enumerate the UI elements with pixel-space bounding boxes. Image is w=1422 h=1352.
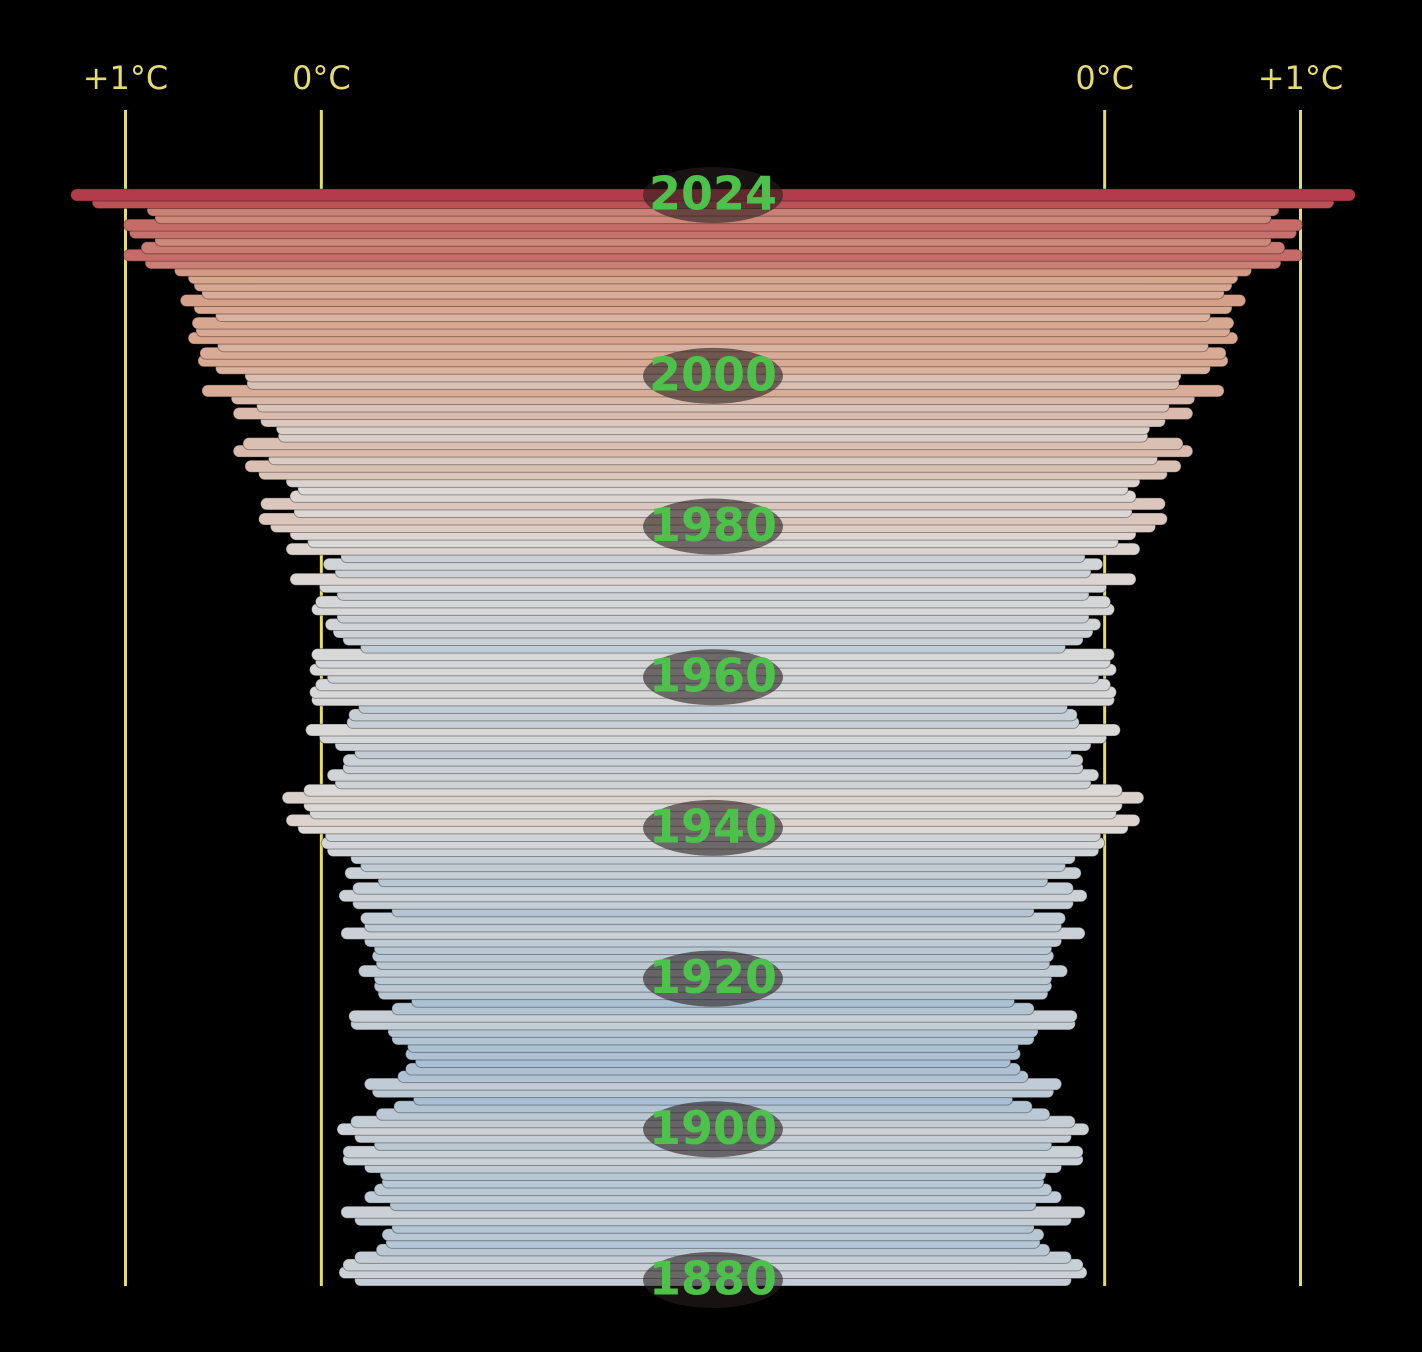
y-tick-label: 2024 (649, 167, 777, 221)
year-label-bg (643, 799, 783, 856)
x-tick-label: +1°C (1258, 59, 1344, 97)
y-tick-label: 2000 (649, 347, 777, 401)
year-label-bg (643, 347, 783, 404)
y-tick-label: 1960 (649, 649, 777, 703)
y-tick-label: 1920 (649, 950, 777, 1004)
y-tick-label: 1900 (649, 1101, 777, 1155)
y-tick-label: 1940 (649, 799, 777, 853)
year-labels: 1880 1900 1920 1940 1960 1980 2000 2024 (643, 167, 783, 1308)
year-label-bg (643, 1252, 783, 1308)
year-label-bg (643, 649, 783, 706)
x-tick-label: +1°C (83, 59, 169, 97)
y-tick-label: 1980 (649, 498, 777, 552)
x-tick-label: 0°C (292, 59, 351, 97)
y-tick-label: 1880 (649, 1252, 777, 1306)
year-label-bg (643, 950, 783, 1007)
year-label-bg (643, 167, 783, 223)
year-label-bg (643, 498, 783, 555)
x-tick-label: 0°C (1075, 59, 1134, 97)
year-label-bg (643, 1101, 783, 1158)
